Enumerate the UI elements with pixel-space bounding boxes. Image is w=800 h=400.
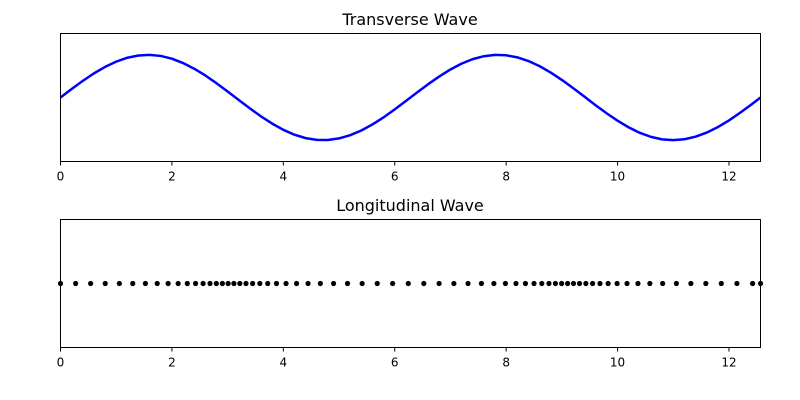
- longitudinal-wave-point: [749, 280, 756, 287]
- longitudinal-wave-point: [273, 280, 280, 287]
- longitudinal-wave-point: [175, 280, 181, 287]
- longitudinal-wave-point: [502, 280, 509, 287]
- longitudinal-wave-point: [605, 280, 611, 287]
- longitudinal-wave-point: [564, 280, 571, 287]
- longitudinal-wave-point: [305, 280, 311, 287]
- longitudinal-wave-point: [283, 280, 289, 287]
- longitudinal-wave-point: [207, 280, 213, 287]
- longitudinal-wave-point: [614, 280, 620, 287]
- longitudinal-wave-point: [73, 280, 79, 287]
- longitudinal-wave-point: [513, 280, 519, 287]
- longitudinal-wave-point: [257, 280, 263, 287]
- longitudinal-wave-point: [421, 280, 427, 287]
- longitudinal-wave-point: [660, 280, 666, 287]
- longitudinal-wave-point: [583, 280, 589, 287]
- longitudinal-wave-point: [154, 280, 160, 287]
- longitudinal-wave-marks: [57, 280, 764, 287]
- longitudinal-wave-x-tick-label: 4: [280, 356, 288, 370]
- longitudinal-wave-point: [552, 280, 559, 287]
- longitudinal-wave-point: [559, 280, 565, 287]
- longitudinal-wave-point: [478, 280, 485, 287]
- longitudinal-wave-point: [243, 280, 249, 287]
- longitudinal-wave-point: [192, 280, 199, 287]
- longitudinal-wave-x-tick-label: 10: [610, 356, 625, 370]
- longitudinal-wave-panel: Longitudinal Wave 0 2 4 6 8 10 12: [57, 196, 764, 370]
- longitudinal-wave-point: [130, 280, 136, 287]
- transverse-wave-panel: Transverse Wave 0 2 4 6 8 10 12: [57, 10, 762, 184]
- longitudinal-wave-point: [225, 280, 231, 287]
- transverse-wave-x-tick-label: 6: [391, 170, 399, 184]
- longitudinal-wave-point: [293, 280, 300, 287]
- longitudinal-wave-point: [624, 280, 630, 287]
- longitudinal-wave-point: [142, 280, 148, 287]
- longitudinal-wave-point: [359, 280, 365, 287]
- transverse-wave-x-tick-label: 4: [280, 170, 288, 184]
- longitudinal-wave-point: [635, 280, 641, 287]
- transverse-wave-x-axis: 0 2 4 6 8 10 12: [57, 161, 737, 184]
- longitudinal-wave-x-tick-label: 12: [721, 356, 736, 370]
- longitudinal-wave-point: [88, 280, 94, 287]
- longitudinal-wave-point: [344, 280, 351, 287]
- longitudinal-wave-point: [237, 280, 243, 287]
- transverse-wave-marks: [59, 53, 762, 142]
- longitudinal-wave-point: [436, 280, 442, 287]
- longitudinal-wave-point: [250, 280, 256, 287]
- longitudinal-wave-x-tick-label: 0: [57, 356, 65, 370]
- longitudinal-wave-point: [576, 280, 583, 287]
- longitudinal-wave-point: [390, 280, 396, 287]
- longitudinal-wave-point: [231, 280, 237, 287]
- longitudinal-wave-x-axis: 0 2 4 6 8 10 12: [57, 347, 737, 370]
- longitudinal-wave-x-tick-label: 6: [391, 356, 399, 370]
- longitudinal-wave-title: Longitudinal Wave: [336, 196, 484, 215]
- longitudinal-wave-point: [116, 280, 122, 287]
- longitudinal-wave-axes-frame: [60, 219, 761, 348]
- longitudinal-wave-point: [590, 280, 596, 287]
- longitudinal-wave-point: [531, 280, 537, 287]
- longitudinal-wave-point: [522, 280, 529, 287]
- transverse-wave-axes-frame: [60, 33, 761, 162]
- longitudinal-wave-point: [703, 280, 709, 287]
- longitudinal-wave-point: [718, 280, 724, 287]
- transverse-wave-line: [59, 53, 762, 142]
- longitudinal-wave-point: [647, 280, 653, 287]
- longitudinal-wave-point: [465, 280, 471, 287]
- longitudinal-wave-point: [570, 280, 577, 287]
- transverse-wave-x-tick-label: 8: [502, 170, 510, 184]
- longitudinal-wave-point: [317, 280, 323, 287]
- longitudinal-wave-point: [200, 280, 206, 287]
- longitudinal-wave-x-tick-label: 2: [168, 356, 176, 370]
- longitudinal-wave-point: [539, 280, 545, 287]
- longitudinal-wave-point: [265, 280, 271, 287]
- transverse-wave-x-tick-label: 10: [610, 170, 625, 184]
- longitudinal-wave-point: [374, 280, 380, 287]
- longitudinal-wave-point: [102, 280, 108, 287]
- longitudinal-wave-point: [688, 280, 694, 287]
- longitudinal-wave-point: [673, 280, 679, 287]
- longitudinal-wave-point: [546, 280, 552, 287]
- longitudinal-wave-point: [597, 280, 603, 287]
- longitudinal-wave-point: [219, 280, 225, 287]
- longitudinal-wave-point: [451, 280, 457, 287]
- longitudinal-wave-point: [184, 280, 190, 287]
- transverse-wave-title: Transverse Wave: [341, 10, 477, 29]
- longitudinal-wave-point: [734, 280, 740, 287]
- transverse-wave-x-tick-label: 2: [168, 170, 176, 184]
- longitudinal-wave-point: [330, 280, 337, 287]
- longitudinal-wave-point: [213, 280, 219, 287]
- longitudinal-wave-point: [491, 280, 497, 287]
- transverse-wave-x-tick-label: 0: [57, 170, 65, 184]
- longitudinal-wave-point: [405, 280, 411, 287]
- longitudinal-wave-point: [165, 280, 171, 287]
- longitudinal-wave-x-tick-label: 8: [502, 356, 510, 370]
- transverse-wave-x-tick-label: 12: [721, 170, 736, 184]
